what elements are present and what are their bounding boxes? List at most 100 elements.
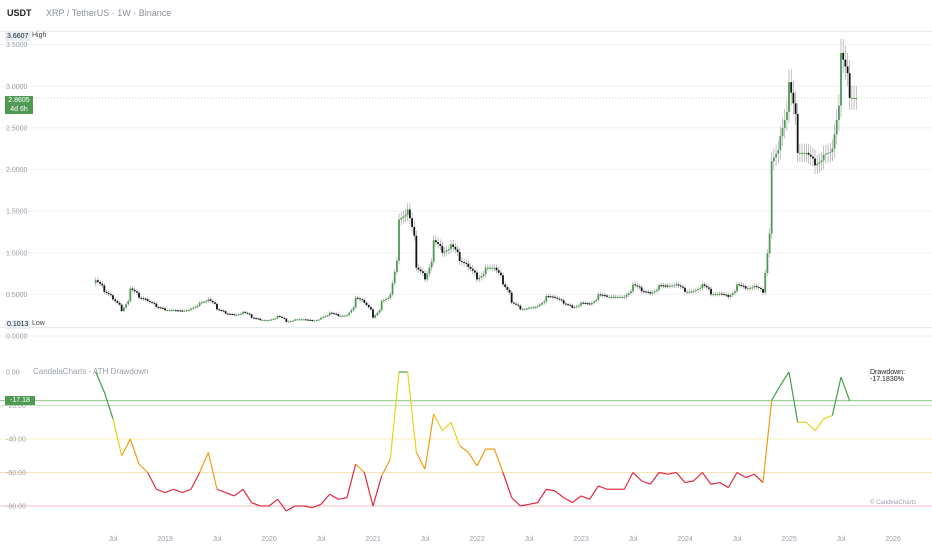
price-gridlines [0, 30, 932, 337]
candle-body [283, 317, 286, 319]
candle-body [573, 306, 576, 308]
candle-body [426, 273, 429, 280]
candle-body [445, 250, 448, 252]
candle-body [772, 157, 775, 162]
drawdown-segment [823, 414, 833, 420]
candle-body [356, 297, 359, 299]
candle-body [365, 302, 368, 305]
drawdown-segment [589, 485, 599, 500]
high-price-tag: 3.6607 [5, 32, 31, 41]
candle-body [749, 287, 751, 289]
candle-body [259, 318, 262, 321]
candle-body [257, 318, 260, 320]
price-tick-label: 2.5000 [6, 125, 28, 132]
candle-body [207, 299, 210, 302]
candle-body [666, 285, 669, 287]
drawdown-segment [121, 438, 131, 457]
candle-body [491, 267, 494, 269]
candle-body [441, 245, 444, 253]
candle-body [753, 286, 756, 288]
candle-body [651, 292, 654, 294]
candle-body [330, 312, 333, 314]
candle-body [809, 154, 812, 157]
candle-body [248, 313, 251, 315]
time-tick-label: 2025 [781, 536, 797, 543]
candle-body [688, 291, 691, 293]
candle-body [380, 301, 383, 311]
candle-body [172, 310, 175, 312]
candle-body [549, 296, 552, 298]
candle-body [604, 295, 606, 297]
candle-body [376, 312, 379, 316]
candle-body [151, 301, 153, 303]
candle-body [378, 310, 381, 313]
candle-body [328, 312, 331, 316]
time-tick-label: 2019 [157, 536, 173, 543]
candle-body [391, 283, 394, 295]
candle-body [352, 307, 355, 310]
candle-body [313, 320, 316, 322]
candle-body [710, 288, 712, 295]
candle-body [127, 300, 130, 305]
candle-body [760, 288, 762, 290]
candle-body [833, 134, 836, 149]
candle-body [764, 272, 767, 293]
drawdown-segment [710, 481, 720, 485]
time-tick-label: Jul [421, 536, 430, 543]
candle-body [437, 242, 439, 245]
candle-body [155, 303, 158, 307]
last-price-value: 2.8605 [8, 97, 30, 104]
candle-body [101, 283, 104, 286]
candle-body [820, 160, 823, 163]
drawdown-segment [164, 488, 174, 494]
drawdown-segment [441, 421, 452, 432]
time-tick-label: 2020 [261, 536, 277, 543]
candle-body [586, 303, 589, 305]
high-label: High [32, 32, 47, 39]
candle-body [835, 119, 838, 135]
drawdown-segment [389, 371, 400, 460]
candle-body [744, 286, 747, 289]
candle-body [144, 298, 147, 300]
drawdown-segment [649, 472, 660, 485]
candle-body [296, 319, 299, 321]
candle-body [235, 314, 238, 316]
candle-body [170, 310, 173, 312]
candle-body [456, 249, 459, 252]
candle-body [413, 226, 416, 236]
candle-body [153, 302, 156, 304]
candle-body [194, 306, 197, 308]
candle-body [645, 291, 647, 293]
candle-body [424, 272, 426, 280]
candle-body [575, 306, 578, 308]
drawdown-segment [771, 385, 781, 401]
candle-body [125, 304, 127, 308]
candle-body [432, 240, 435, 262]
candle-body [664, 285, 667, 287]
drawdown-segment [182, 488, 192, 494]
candle-body [853, 97, 855, 99]
candle-body [682, 286, 684, 288]
candle-body [103, 285, 106, 292]
candle-body [627, 293, 630, 296]
candle-body [807, 152, 810, 155]
drawdown-segment [103, 391, 114, 420]
low-price-tag: 0.1013 [5, 320, 31, 329]
candle-body [692, 291, 695, 293]
candle-body [827, 152, 829, 154]
candle-body [668, 285, 671, 287]
drawdown-segment [338, 497, 348, 500]
candle-body [660, 285, 663, 287]
candle-body [777, 149, 780, 154]
candle-body [708, 287, 710, 289]
candle-body [458, 251, 461, 262]
candle-body [287, 321, 290, 323]
candle-body [840, 52, 842, 106]
candle-body [824, 153, 827, 155]
candle-body [359, 298, 361, 300]
candle-body [538, 304, 541, 307]
drawdown-segment [199, 452, 209, 473]
candle-body [242, 311, 244, 314]
drawdown-segment [372, 475, 383, 507]
candle-body [588, 303, 591, 305]
